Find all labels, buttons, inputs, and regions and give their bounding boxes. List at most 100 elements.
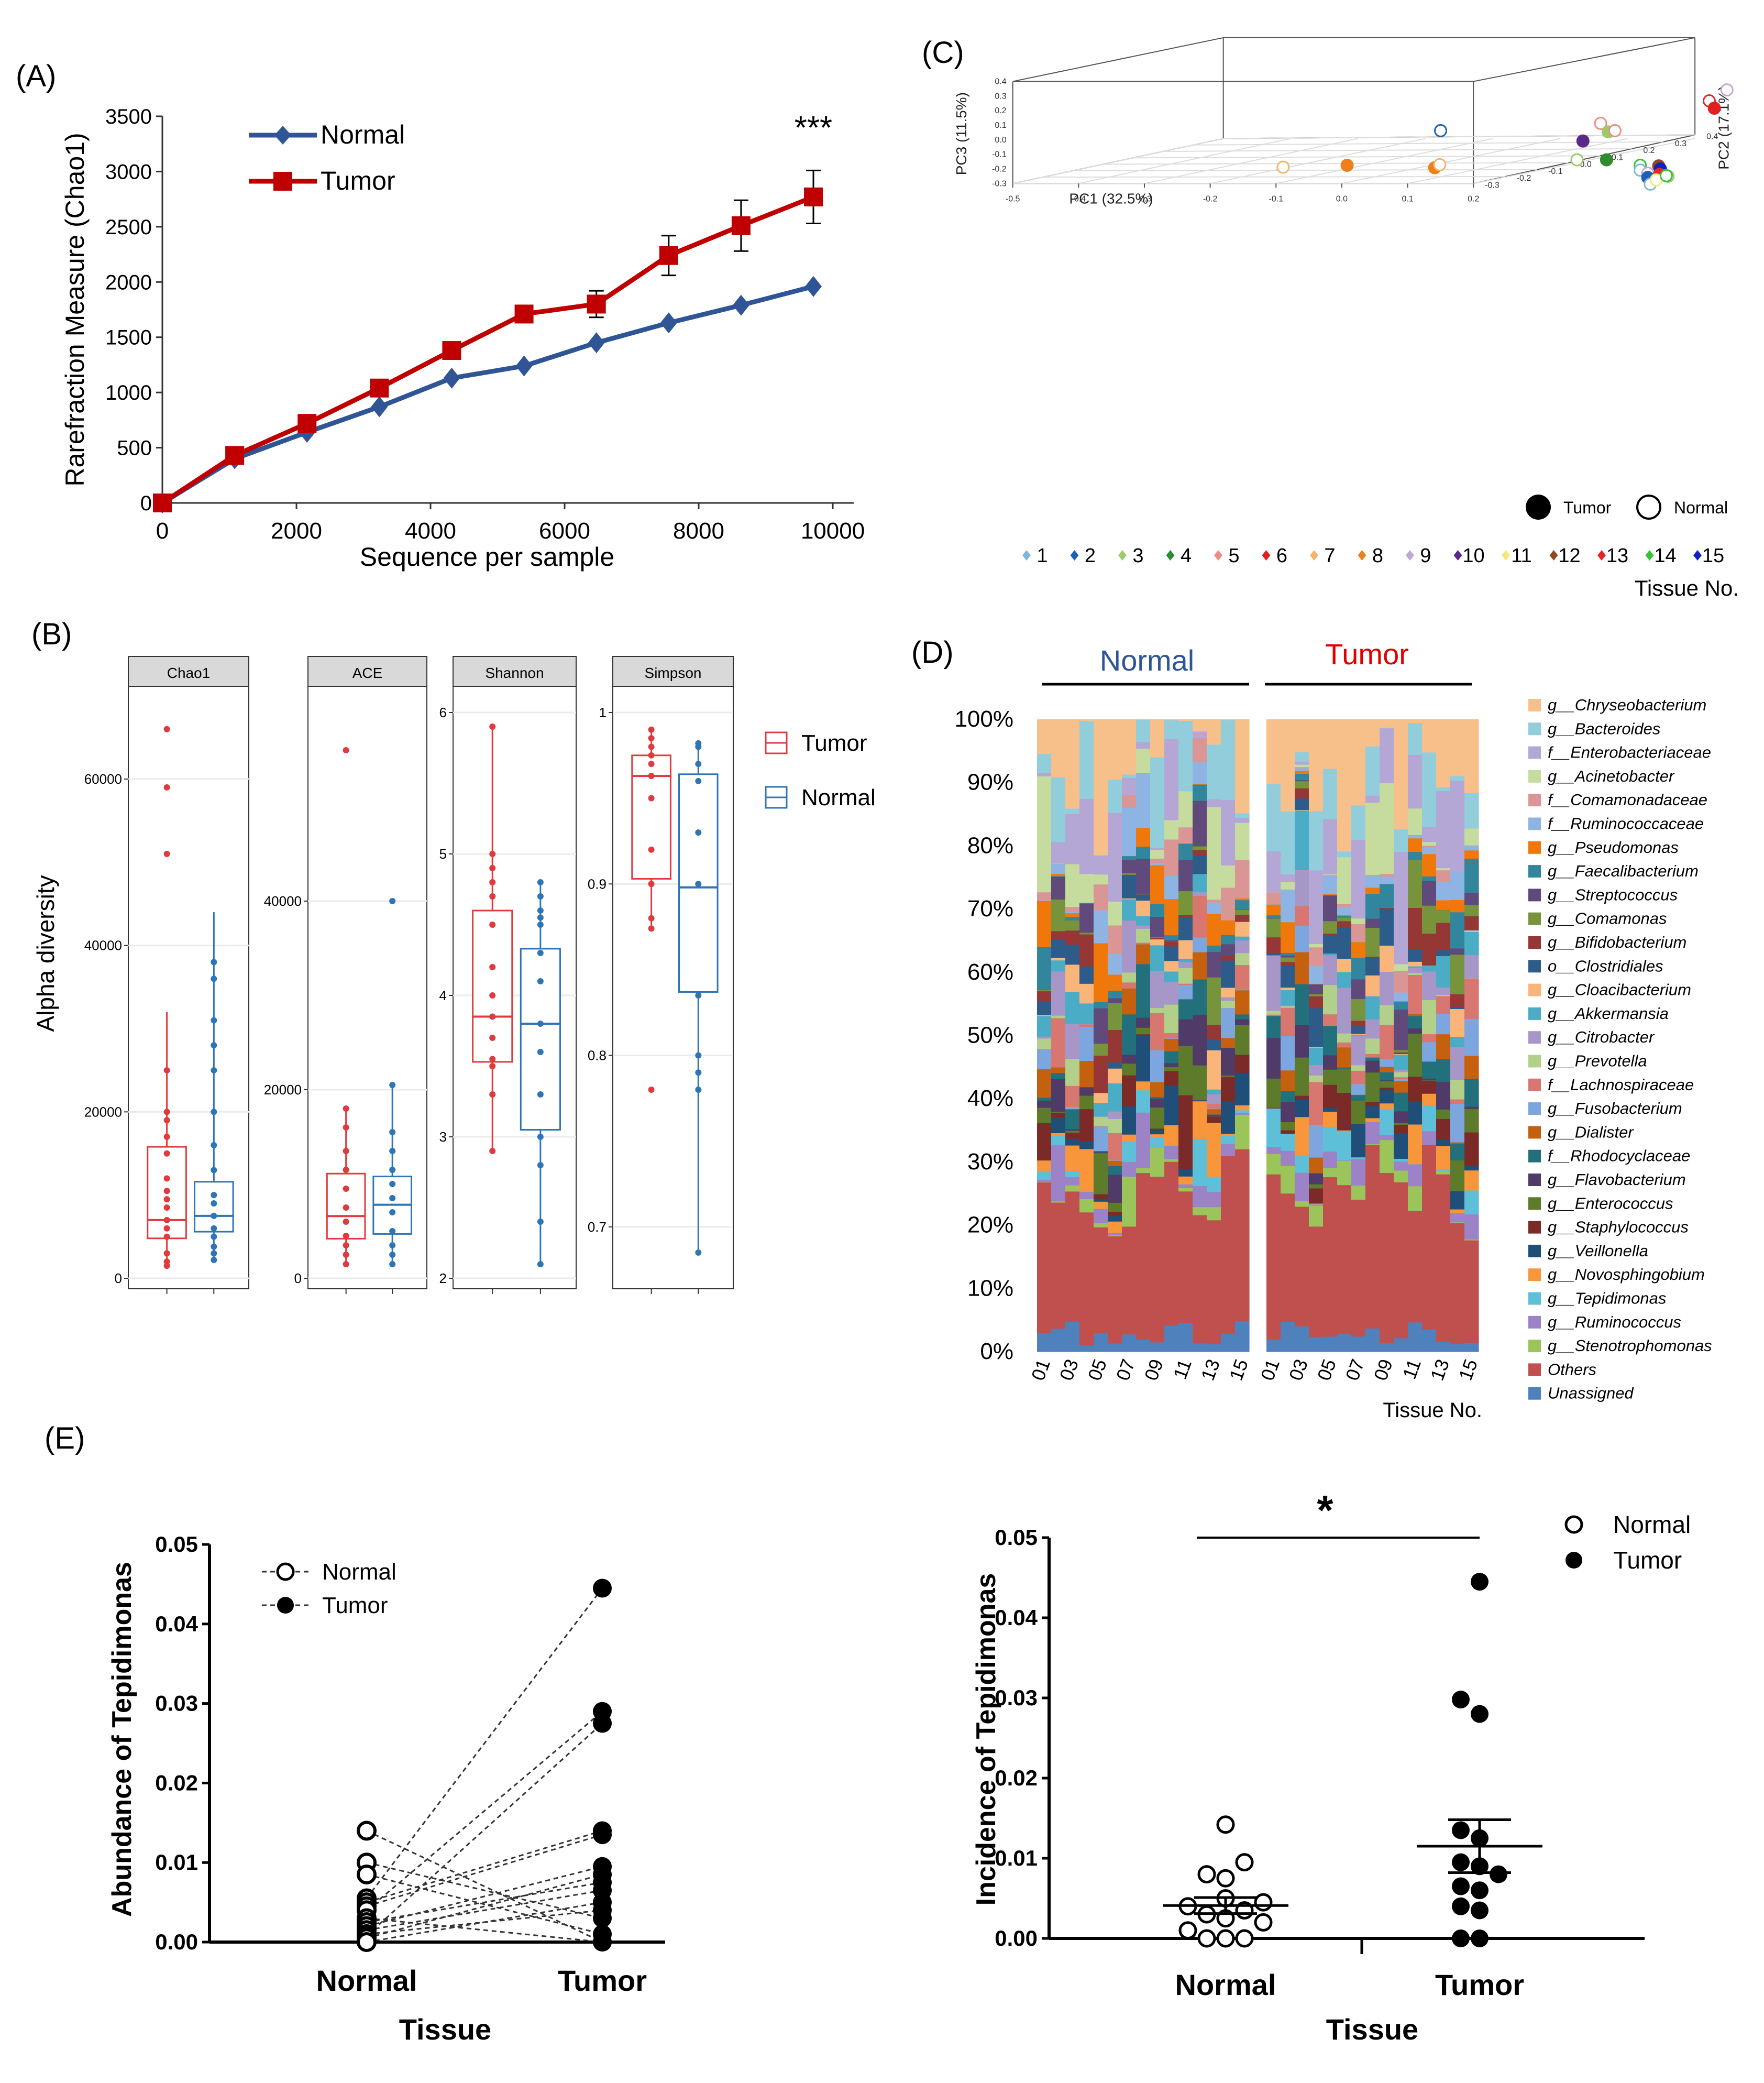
stacked-segment-g-faecalibacterium (1221, 935, 1236, 945)
stacked-segment-g-chryseobacterium (1079, 719, 1094, 721)
stacked-segment-g-bacteroides (1295, 752, 1309, 762)
point-normal (1254, 1893, 1273, 1912)
x-tick-label: 13 (1426, 1356, 1453, 1384)
stacked-segment-g-akkermansia (1136, 916, 1151, 926)
y-tick-label: -0.2 (1517, 174, 1531, 183)
taxon-legend-label: g__Stenotrophomonas (1548, 1336, 1712, 1355)
y-tick-label: 0.4 (1706, 133, 1718, 141)
z-tick-label: 0.0 (995, 136, 1006, 145)
stacked-segment-g-cloacibacterium (1079, 983, 1094, 1004)
stacked-segment-g-pseudomonas (1150, 865, 1165, 904)
stacked-segment-g-novosphingobium (1365, 1117, 1380, 1122)
stacked-segment-o-clostridiales (1164, 946, 1179, 961)
panel-e-dot-plot: 0.00 0.01 0.02 0.03 0.04 0.05 Normal Tumor Tissu… (971, 1487, 1691, 2046)
taxon-legend-swatch (1528, 1221, 1541, 1234)
stacked-segment-f-ruminococcaceae (1051, 863, 1066, 874)
stacked-segment-g-veillonella (1337, 1129, 1352, 1131)
stacked-segment-g-faecalibacterium (1394, 1002, 1408, 1010)
stacked-segment-f-ruminococcaceae (1323, 875, 1338, 895)
stacked-segment-f-enterobacteriaceae (1436, 791, 1451, 869)
stacked-segment-g-faecalibacterium (1337, 916, 1352, 917)
stacked-segment-g-prevotella (1394, 1072, 1408, 1078)
stacked-segment-g-comamonas (1108, 1003, 1122, 1030)
stacked-segment-f-lachnospiraceae (1108, 1133, 1122, 1161)
stacked-segment-f-lachnospiraceae (1122, 982, 1137, 989)
stacked-segment-g-ruminococcus (1309, 1204, 1324, 1206)
stacked-segment-g-citrobacter (1337, 987, 1352, 1034)
taxon-legend-swatch (1528, 1149, 1541, 1163)
data-point-tumor (489, 879, 496, 885)
stacked-segment-f-enterobacteriaceae (1079, 798, 1094, 874)
stacked-segment-g-comamonas (1365, 927, 1380, 957)
stacked-segment-g-pseudomonas (1450, 900, 1465, 913)
stacked-segment-others (1136, 1172, 1151, 1340)
stacked-segment-g-flavobacterium (1365, 1060, 1380, 1073)
y-tick-label: 0.1 (1612, 153, 1623, 162)
series-line-tumor (161, 194, 814, 505)
stacked-segment-g-bifidobacterium (1323, 933, 1338, 936)
stacked-segment-g-chryseobacterium (1266, 719, 1281, 784)
stacked-segment-g-ruminococcus (1380, 1134, 1394, 1141)
data-point-normal (537, 1021, 544, 1027)
tissue-legend-label: 7 (1324, 545, 1335, 567)
stacked-segment-g-streptococcus (1394, 1009, 1408, 1050)
data-point-tumor (343, 1148, 349, 1154)
stacked-segment-g-stenotrophomonas (1464, 1239, 1479, 1241)
data-point-tumor (163, 1225, 170, 1232)
stacked-segment-g-enterococcus (1221, 1075, 1236, 1078)
stacked-segment-unassigned (1136, 1339, 1151, 1352)
stacked-segment-g-veillonella (1164, 1085, 1179, 1125)
stacked-segment-g-stenotrophomonas (1337, 1160, 1352, 1186)
stacked-segment-g-novosphingobium (1193, 1101, 1207, 1139)
stacked-segment-g-novosphingobium (1309, 1203, 1324, 1205)
stacked-segment-g-veillonella (1108, 1215, 1122, 1222)
stacked-segment-g-flavobacterium (1079, 1087, 1094, 1096)
data-point-normal (389, 1148, 396, 1154)
tissue-legend-marker (1358, 550, 1366, 561)
z-tick-label: 0.4 (995, 77, 1006, 86)
stacked-segment-unassigned (1094, 1333, 1108, 1352)
data-point-tumor (163, 1204, 170, 1211)
y-tick-label: 0.04 (995, 1605, 1038, 1630)
stacked-segment-g-dialister (1394, 1080, 1408, 1093)
stacked-segment-f-rhodocyclaceae (1065, 1109, 1080, 1130)
stacked-segment-unassigned (1408, 1322, 1423, 1352)
stacked-segment-g-veillonella (1266, 1108, 1281, 1109)
stacked-segment-g-dialister (1295, 951, 1309, 984)
stacked-segment-g-akkermansia (1408, 966, 1423, 968)
stacked-segment-unassigned (1351, 1336, 1366, 1352)
stacked-segment-g-novosphingobium (1450, 1209, 1465, 1213)
stacked-segment-g-staphylococcus (1136, 1034, 1151, 1036)
stacked-segment-g-dialister (1122, 988, 1137, 1015)
stacked-segment-g-pseudomonas (1309, 983, 1324, 984)
stacked-segment-g-tepidimonas (1436, 1169, 1451, 1171)
data-point-normal (389, 1082, 396, 1088)
stacked-segment-g-flavobacterium (1207, 1115, 1221, 1116)
stacked-segment-g-fusobacterium (1108, 1160, 1122, 1161)
stacked-segment-g-chryseobacterium (1108, 719, 1122, 780)
stacked-segment-g-cloacibacterium (1094, 1092, 1108, 1103)
stacked-segment-g-stenotrophomonas (1450, 1222, 1465, 1223)
pca-point-tissue-6 (1707, 101, 1721, 115)
x-tick-label: 8000 (673, 518, 724, 544)
taxon-legend-swatch (1528, 1340, 1541, 1353)
stacked-segment-g-staphylococcus (1323, 1084, 1338, 1108)
stacked-segment-unassigned (1150, 1342, 1165, 1352)
stacked-segment-g-comamonas (1207, 977, 1221, 1025)
data-point-normal (389, 1209, 396, 1215)
stacked-segment-g-bifidobacterium (1365, 956, 1380, 958)
stacked-segment-g-comamonas (1351, 999, 1366, 1021)
tissue-legend-title: Tissue No. (1635, 576, 1739, 600)
stacked-segment-f-comamonadaceae (1266, 892, 1281, 905)
stacked-segment-g-pseudomonas (1464, 850, 1479, 859)
stacked-segment-g-flavobacterium (1380, 1080, 1394, 1081)
stacked-segment-g-stenotrophomonas (1065, 1185, 1080, 1192)
data-point-normal (211, 1167, 217, 1174)
stacked-segment-g-staphylococcus (1094, 1193, 1108, 1199)
stacked-segment-others (1122, 1226, 1137, 1335)
x-tick-label: 0.2 (1468, 194, 1479, 203)
tissue-legend-label: 11 (1511, 545, 1531, 567)
x-category-label: Normal (316, 1964, 417, 1997)
stacked-segment-g-prevotella (1094, 1116, 1108, 1126)
data-point-normal (537, 1134, 544, 1140)
